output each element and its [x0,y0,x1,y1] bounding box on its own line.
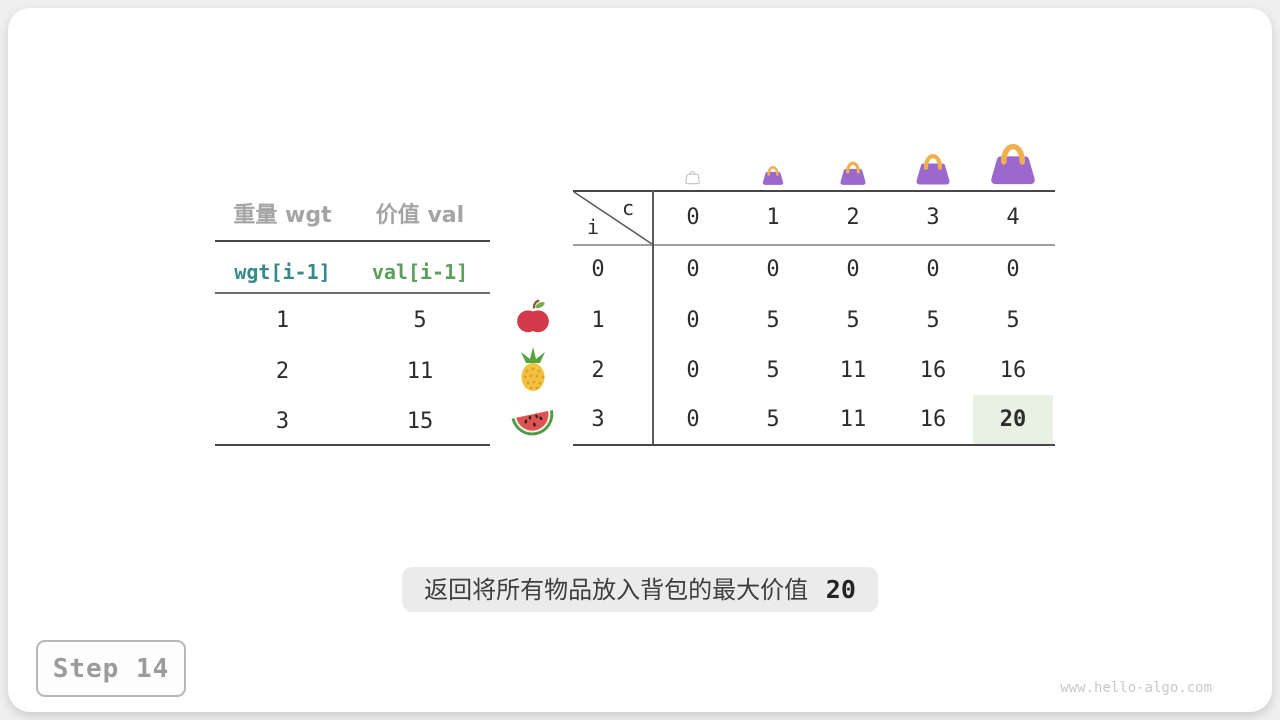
items-table-header-weight: 重量 wgt [233,203,332,228]
item-row-1: 1 5 [215,303,490,337]
dp-row-3: 0 5 11 16 20 [653,395,1053,444]
dp-col-header-1: 1 [766,204,780,230]
dp-cell-3-0: 0 [686,407,700,432]
items-table-header-value: 价值 val [375,203,465,228]
pineapple-icon [513,345,553,393]
dp-cell-3-4-highlighted: 20 [973,395,1053,444]
wgt-index-label: wgt[i-1] [234,260,331,284]
dp-cell-1-0: 0 [686,307,700,333]
dp-cell-3-3: 16 [919,407,947,432]
dp-table-rule-header [573,244,1055,246]
bag-capacity-2-icon [837,157,869,186]
dp-cell-0-2: 0 [846,257,860,282]
dp-cell-3-2: 11 [839,407,867,432]
dp-row-0: 0 0 0 0 0 [653,244,1053,295]
bag-capacity-0-icon [684,167,701,185]
dp-col-header-0: 0 [686,204,700,230]
dp-col-header-row: 0 1 2 3 4 [653,190,1053,244]
watermark-url: www.hello-algo.com [1060,680,1212,696]
dp-row-2: 0 5 11 16 16 [653,345,1053,395]
dp-table-rule-bottom [573,444,1055,446]
dp-row-header-2: 2 [591,357,605,383]
bag-capacity-3-icon [912,148,954,186]
corner-col-var: c [621,196,635,220]
dp-cell-2-4: 16 [999,357,1027,383]
dp-cell-2-0: 0 [686,357,700,383]
items-table-rule-top [215,240,490,242]
item-3-value: 15 [406,408,434,434]
watermelon-icon [510,404,556,436]
dp-row-header-0: 0 [591,257,605,282]
dp-col-header-3: 3 [926,204,940,230]
dp-cell-0-4: 0 [1006,257,1020,282]
items-table-rule-bottom [215,444,490,446]
bag-capacity-1-icon [760,162,786,186]
dp-row-header-3: 3 [591,407,605,432]
dp-cell-1-2: 5 [846,307,860,333]
val-index-label: val[i-1] [371,260,469,284]
dp-cell-2-1: 5 [766,357,780,383]
dp-cell-2-2: 11 [839,357,867,383]
dp-cell-1-3: 5 [926,307,940,333]
caption-value: 20 [825,575,856,604]
items-table-index-row: wgt[i-1] val[i-1] [215,255,490,289]
item-2-value: 11 [406,358,434,384]
apple-icon [514,298,552,336]
item-3-weight: 3 [275,408,290,434]
dp-row-1: 0 5 5 5 5 [653,295,1053,345]
items-table-header-row: 重量 wgt 价值 val [215,196,490,230]
dp-cell-2-3: 16 [919,357,947,383]
dp-cell-0-3: 0 [926,257,940,282]
item-2-weight: 2 [275,358,290,384]
dp-cell-0-0: 0 [686,257,700,282]
dp-cell-1-1: 5 [766,307,780,333]
caption-pill: 返回将所有物品放入背包的最大价值 20 [402,567,878,612]
corner-diagonal-line [573,192,653,245]
dp-cell-0-1: 0 [766,257,780,282]
item-1-value: 5 [413,307,427,333]
dp-cell-3-1: 5 [766,407,780,432]
items-table-rule-mid [215,292,490,294]
step-badge: Step 14 [36,640,186,697]
item-1-weight: 1 [275,307,290,333]
dp-col-header-4: 4 [1006,204,1020,230]
dp-col-header-2: 2 [846,204,860,230]
item-row-3: 3 15 [215,404,490,438]
dp-table-rule-vertical [652,190,654,446]
dp-row-header-1: 1 [591,307,605,333]
corner-row-var: i [586,215,600,239]
dp-table-rule-top [573,190,1055,192]
dp-cell-1-4: 5 [1006,307,1020,333]
bag-capacity-4-icon [985,136,1041,186]
caption-text: 返回将所有物品放入背包的最大价值 [424,576,809,604]
item-row-2: 2 11 [215,354,490,388]
